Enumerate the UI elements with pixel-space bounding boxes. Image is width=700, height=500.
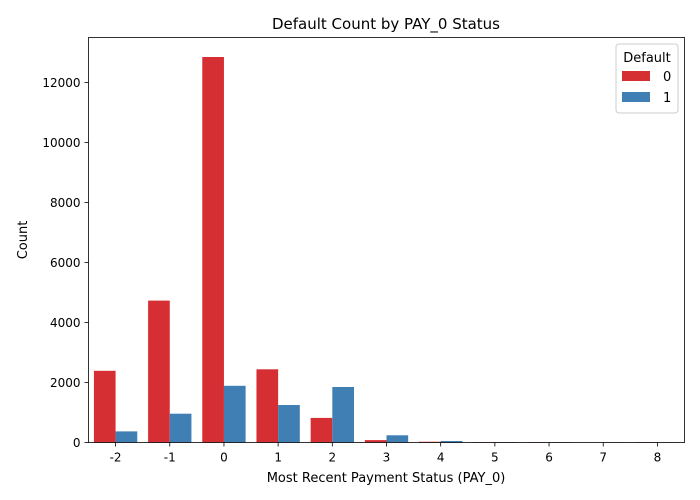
y-tick-label: 8000 bbox=[50, 196, 81, 210]
bar-default-1-pay0-1 bbox=[278, 405, 300, 443]
x-tick-label: 3 bbox=[383, 451, 391, 465]
x-axis-label: Most Recent Payment Status (PAY_0) bbox=[267, 471, 506, 486]
legend-swatch-1 bbox=[622, 92, 650, 102]
bar-default-0-pay0-1 bbox=[256, 369, 279, 443]
y-tick-label: 4000 bbox=[50, 316, 81, 330]
bar-default-1-pay0--1 bbox=[169, 413, 192, 443]
bar-default-1-pay0-4 bbox=[440, 441, 463, 443]
x-tick-label: 0 bbox=[220, 451, 228, 465]
legend-swatch-0 bbox=[622, 71, 650, 81]
y-axis-label: Count bbox=[16, 221, 31, 260]
x-tick-label: 8 bbox=[654, 451, 662, 465]
y-tick-label: 6000 bbox=[50, 256, 81, 270]
bar-default-0-pay0-2 bbox=[310, 417, 333, 443]
x-tick-label: 7 bbox=[599, 451, 607, 465]
plot-frame bbox=[88, 37, 685, 443]
x-ticks: -2 -1 0 1 2 3 4 5 6 7 8 bbox=[110, 442, 662, 465]
bar-default-1-pay0-2 bbox=[332, 387, 354, 443]
bar-default-0-pay0--1 bbox=[148, 300, 170, 443]
bar-default-0-pay0-3 bbox=[364, 440, 387, 443]
x-tick-label: -1 bbox=[164, 451, 176, 465]
x-tick-label: 4 bbox=[437, 451, 445, 465]
bar-default-1-pay0--2 bbox=[115, 431, 138, 443]
bar-default-0-pay0-0 bbox=[202, 57, 224, 443]
x-tick-label: 2 bbox=[328, 451, 336, 465]
y-tick-label: 10000 bbox=[42, 136, 80, 150]
legend-label-1: 1 bbox=[663, 91, 671, 106]
y-ticks: 0 2000 4000 6000 8000 10000 12000 bbox=[42, 76, 89, 450]
chart-title: Default Count by PAY_0 Status bbox=[272, 15, 500, 34]
x-tick-label: 5 bbox=[491, 451, 499, 465]
x-tick-label: 6 bbox=[545, 451, 553, 465]
legend-title: Default bbox=[623, 51, 671, 66]
bar-default-1-pay0-0 bbox=[223, 385, 246, 443]
bars-layer bbox=[93, 57, 680, 443]
legend: Default 0 1 bbox=[615, 43, 679, 114]
bar-default-0-pay0--2 bbox=[93, 370, 116, 443]
legend-label-0: 0 bbox=[663, 70, 671, 85]
y-tick-label: 2000 bbox=[50, 376, 81, 390]
x-tick-label: -2 bbox=[110, 451, 122, 465]
x-tick-label: 1 bbox=[274, 451, 282, 465]
bar-default-1-pay0-3 bbox=[386, 435, 409, 443]
y-tick-label: 12000 bbox=[42, 76, 80, 90]
y-tick-label: 0 bbox=[73, 436, 81, 450]
